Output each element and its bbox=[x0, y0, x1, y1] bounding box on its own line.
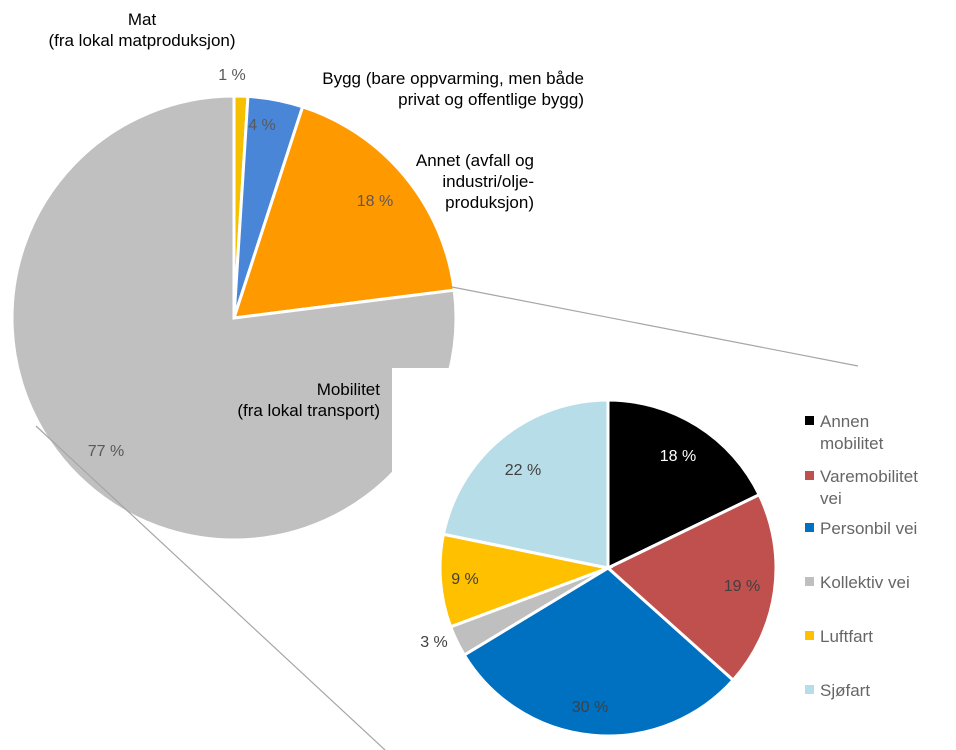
sub-value-label-annen-mobilitet: 18 % bbox=[660, 448, 696, 465]
legend-entry-luftfart: Luftfart bbox=[820, 627, 873, 646]
legend-entry-annen-mobilitet-line: mobilitet bbox=[820, 434, 884, 453]
main-category-label-mobilitet-line: (fra lokal transport) bbox=[237, 401, 380, 420]
legend-entry-varemobilitet-vei-line: Varemobilitet bbox=[820, 467, 918, 486]
legend-entry-annen-mobilitet: Annen mobilitet bbox=[820, 412, 884, 453]
sub-value-label-kollektiv-vei: 3 % bbox=[420, 634, 448, 651]
legend-entry-sjofart-line: Sjøfart bbox=[820, 681, 870, 700]
main-pie-labels: 1 % 4 % 18 % 77 % Mat (fra lokal matproduksjo… bbox=[48, 10, 584, 460]
legend-swatch-personbil-vei bbox=[805, 523, 814, 532]
main-category-label-mobilitet-line: Mobilitet bbox=[317, 380, 381, 399]
sub-slice-sjofart bbox=[441, 398, 610, 570]
main-category-label-annet-line: Annet (avfall og bbox=[416, 151, 534, 170]
sub-value-label-luftfart: 9 % bbox=[451, 571, 479, 588]
main-category-label-bygg-line: Bygg (bare oppvarming, men både bbox=[322, 69, 584, 88]
main-category-label-mat-line: (fra lokal matproduksjon) bbox=[48, 31, 235, 50]
main-slice-annet bbox=[231, 104, 456, 320]
sub-pie-legend: Annen mobilitet Varemobilitet vei Personbil … bbox=[805, 412, 918, 700]
main-category-label-annet-line: industri/olje- bbox=[442, 172, 534, 191]
legend-swatch-kollektiv-vei bbox=[805, 577, 814, 586]
legend-entry-kollektiv-vei: Kollektiv vei bbox=[820, 573, 910, 592]
legend-entry-varemobilitet-vei: Varemobilitet vei bbox=[820, 467, 918, 508]
connector-line-bottom bbox=[35, 425, 386, 750]
legend-swatch-luftfart bbox=[805, 631, 814, 640]
legend-entry-personbil-vei: Personbil vei bbox=[820, 519, 917, 538]
sub-value-label-varemobilitet-vei: 19 % bbox=[724, 578, 760, 595]
sub-value-label-sjofart: 22 % bbox=[505, 462, 541, 479]
main-pie bbox=[10, 94, 458, 542]
legend-swatch-annen-mobilitet bbox=[805, 416, 814, 425]
sub-value-label-personbil-vei: 30 % bbox=[572, 699, 608, 716]
main-category-label-bygg-line: privat og offentlige bygg) bbox=[398, 90, 584, 109]
sub-pie-labels: 18 % 19 % 30 % 3 % 9 % 22 % bbox=[420, 448, 760, 716]
sub-slice-annen-mobilitet bbox=[606, 398, 762, 571]
sub-slice-luftfart bbox=[438, 532, 614, 629]
main-value-label-mobilitet: 77 % bbox=[88, 443, 124, 460]
legend-entry-annen-mobilitet-line: Annen bbox=[820, 412, 869, 431]
main-category-label-annet: Annet (avfall og industri/olje-produksjon… bbox=[416, 151, 534, 212]
legend-entry-varemobilitet-vei-line: vei bbox=[820, 489, 842, 508]
sub-slice-varemobilitet-vei bbox=[605, 492, 778, 683]
main-value-label-mat: 1 % bbox=[218, 67, 246, 84]
connector-line-top bbox=[451, 286, 859, 367]
main-value-label-annet: 18 % bbox=[357, 193, 393, 210]
legend-entry-sjofart: Sjøfart bbox=[820, 681, 870, 700]
main-category-label-bygg: Bygg (bare oppvarming, men både privat og… bbox=[322, 69, 584, 109]
connector-lines bbox=[35, 286, 859, 750]
main-category-label-mat-line: Mat bbox=[128, 10, 157, 29]
main-value-label-bygg: 4 % bbox=[248, 117, 276, 134]
main-category-label-mat: Mat (fra lokal matproduksjon) bbox=[48, 10, 235, 50]
sub-pie bbox=[438, 398, 778, 738]
legend-swatch-varemobilitet-vei bbox=[805, 471, 814, 480]
main-category-label-annet-line: produksjon) bbox=[445, 193, 534, 212]
sub-slice-personbil-vei bbox=[462, 566, 736, 738]
legend-entry-kollektiv-vei-line: Kollektiv vei bbox=[820, 573, 910, 592]
main-category-label-mobilitet: Mobilitet (fra lokal transport) bbox=[237, 380, 380, 420]
legend-entry-personbil-vei-line: Personbil vei bbox=[820, 519, 917, 538]
legend-swatch-sjofart bbox=[805, 685, 814, 694]
legend-entry-luftfart-line: Luftfart bbox=[820, 627, 873, 646]
